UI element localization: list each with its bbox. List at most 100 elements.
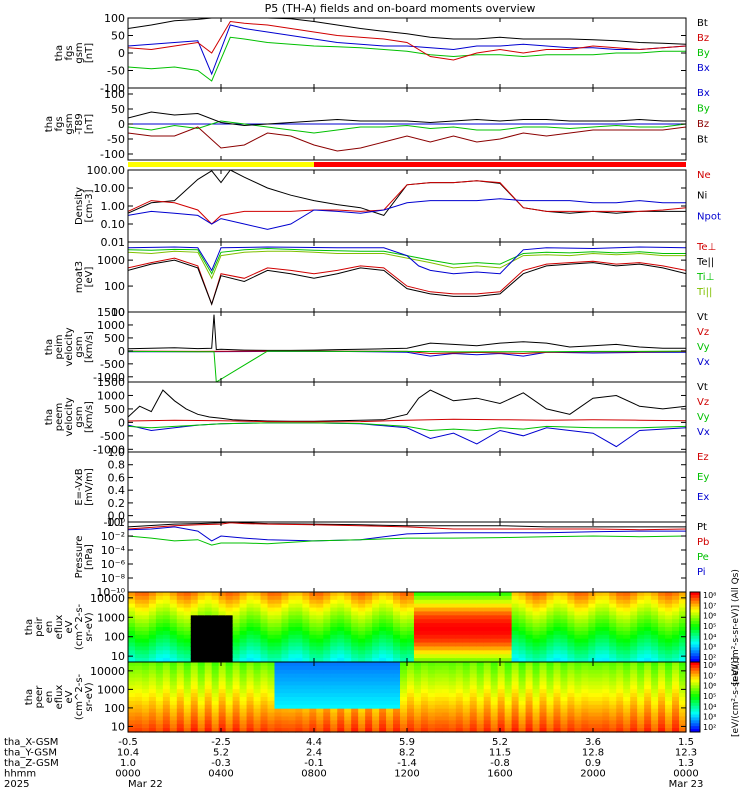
heatmap-cell [183,669,192,675]
heatmap-cell [337,685,345,690]
ytick-label: 10000 [90,665,125,678]
heatmap-cell [525,693,534,698]
heatmap-cell [218,700,227,706]
heatmap-cell [469,603,478,609]
heatmap-cell [476,603,485,609]
heatmap-cell [232,638,241,644]
heatmap-cell [148,712,157,718]
heatmap-cell [309,665,317,671]
heatmap-cell [309,728,317,733]
heatmap-cell [225,673,234,679]
heatmap-cell [358,673,366,679]
heatmap-cell [602,704,610,710]
heatmap-cell [267,646,276,651]
heatmap-cell [288,689,296,694]
heatmap-cell [420,704,429,710]
heatmap-cell [288,599,296,605]
heatmap-cell [260,677,269,683]
heatmap-cell [420,662,429,667]
heatmap-cell [365,638,373,644]
heatmap-cell [379,595,387,601]
heatmap-cell [497,654,506,659]
heatmap-cell [413,689,422,694]
heatmap-cell [393,658,401,663]
heatmap-cell [532,630,541,636]
heatmap-cell [546,607,555,613]
ytick-label: 100 [104,631,125,644]
heatmap-cell [539,603,548,609]
heatmap-cell [386,654,394,659]
heatmap-cell [504,712,513,718]
heatmap-cell [630,716,638,721]
heatmap-cell [141,716,150,721]
heatmap-cell [169,689,178,694]
heatmap-cell [351,611,359,616]
heatmap-cell [497,627,506,632]
heatmap-cell [323,599,331,605]
legend-item: Pi [697,567,706,578]
panel-ylabel: tha [44,116,55,132]
heatmap-cell [344,700,352,706]
heatmap-cell [246,658,255,663]
heatmap-cell [567,704,575,710]
heatmap-cell [455,708,464,714]
heatmap-cell [344,693,352,698]
heatmap-cell [155,650,164,655]
heatmap-cell [288,611,296,616]
heatmap-cell [190,658,199,663]
ytick-label: 0.6 [108,471,126,484]
heatmap-cell [602,662,610,667]
heatmap-cell [588,599,596,605]
heatmap-cell [644,724,652,729]
heatmap-cell [546,650,555,655]
heatmap-cell [379,599,387,605]
heatmap-cell [225,662,234,667]
heatmap-cell [497,592,506,597]
heatmap-cell [588,595,596,601]
heatmap-cell [623,607,631,613]
heatmap-cell [393,654,401,659]
heatmap-cell [581,669,589,675]
heatmap-cell [623,689,631,694]
heatmap-cell [400,646,408,651]
heatmap-cell [651,595,659,601]
heatmap-cell [539,728,548,733]
heatmap-cell [169,611,178,616]
series-line-ni [128,170,686,216]
heatmap-cell [379,693,387,698]
heatmap-cell [462,630,471,636]
heatmap-cell [441,627,450,632]
heatmap-cell [630,615,638,620]
heatmap-cell [155,716,164,721]
heatmap-cell [218,689,227,694]
heatmap-cell [407,700,415,706]
heatmap-cell [323,658,331,663]
heatmap-cell [483,728,492,733]
heatmap-cell [560,607,569,613]
heatmap-cell [630,662,638,667]
heatmap-cell [337,665,345,671]
heatmap-cell [148,677,157,683]
heatmap-cell [665,728,673,733]
heatmap-cell [462,665,471,671]
heatmap-cell [351,700,359,706]
heatmap-cell [330,716,338,721]
heatmap-cell [232,619,241,624]
heatmap-cell [574,619,582,624]
heatmap-cell [232,654,241,659]
heatmap-cell [344,611,352,616]
heatmap-cell [281,693,290,698]
heatmap-cell [497,662,506,667]
heatmap-cell [323,650,331,655]
heatmap-cell [434,654,443,659]
heatmap-cell [218,685,227,690]
heatmap-cell [644,665,652,671]
heatmap-cell [511,650,520,655]
heatmap-cell [637,665,645,671]
heatmap-cell [281,724,290,729]
heatmap-cell [358,681,366,686]
heatmap-cell [616,634,624,640]
panel-ylabel: sr-eV) [84,612,95,641]
heatmap-cell [316,728,324,733]
